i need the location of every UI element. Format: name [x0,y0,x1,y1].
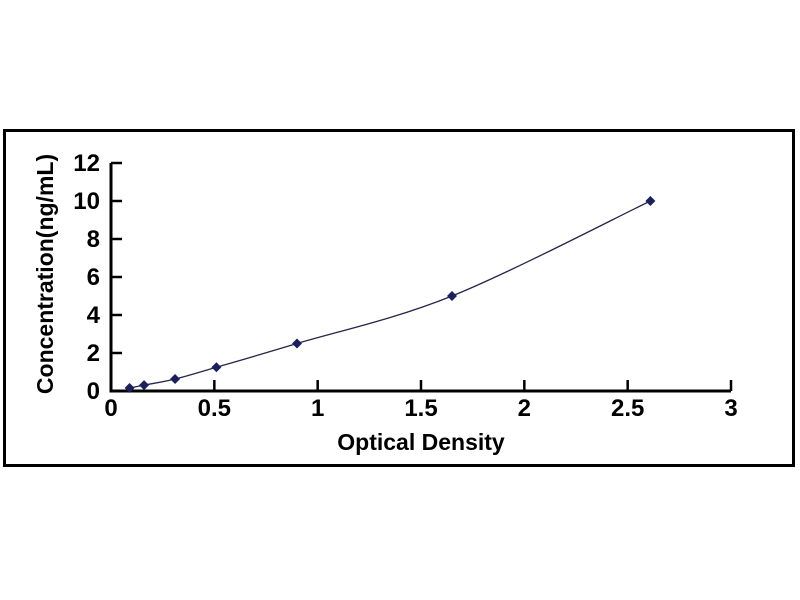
data-point-marker [170,374,181,385]
data-point-marker [292,338,302,349]
x-tick-label: 0.5 [198,395,231,422]
y-axis-title: Concentration(ng/mL) [32,154,58,394]
y-tick-label: 12 [73,150,100,177]
x-axis-title: Optical Density [337,429,505,455]
y-tick-label: 6 [87,264,100,291]
tick-marks [109,161,733,393]
axis-line [109,163,731,393]
data-point-markers [124,196,656,393]
data-point-marker [124,382,135,393]
tick-labels: 0 0.5 1 1.5 2 2.5 3 0 2 4 6 8 10 12 [73,150,737,422]
curve-line [129,200,651,389]
x-tick-label: 2 [518,395,531,422]
axes [109,163,731,393]
chart-frame [3,129,795,467]
y-tick-label: 8 [87,226,100,253]
y-tick-label: 2 [87,340,100,367]
x-tick-label: 3 [724,395,737,422]
x-tick-label: 1 [311,395,324,422]
x-tick-label: 2.5 [611,395,644,422]
data-point-marker [447,291,457,301]
data-point-marker [645,196,656,206]
data-point-marker [139,380,150,391]
x-tick-label: 0 [104,395,117,422]
y-tick-label: 0 [87,378,100,405]
x-tick-label: 1.5 [404,395,437,422]
y-tick-label: 4 [87,302,101,329]
y-tick-label: 10 [73,188,100,215]
data-point-marker [211,362,222,373]
